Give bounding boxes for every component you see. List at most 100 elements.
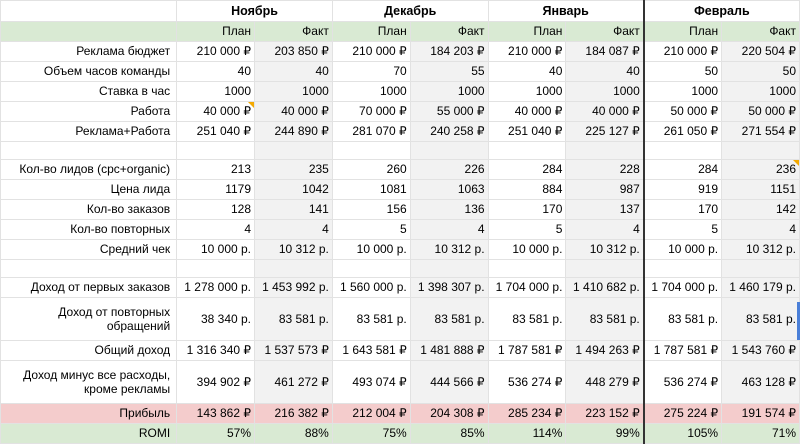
value-cell[interactable]: 1 787 581 ₽ [642, 340, 723, 361]
value-cell[interactable]: 4 [254, 219, 333, 240]
row-label-cell[interactable]: Кол-во лидов (cpc+organic) [0, 159, 178, 180]
value-cell[interactable]: 244 890 ₽ [254, 121, 333, 142]
value-cell[interactable] [409, 141, 489, 160]
value-cell[interactable]: 493 074 ₽ [331, 360, 411, 404]
value-cell[interactable]: 40 [487, 61, 567, 82]
value-cell[interactable]: 394 902 ₽ [176, 360, 256, 404]
value-cell[interactable]: 184 203 ₽ [409, 41, 489, 62]
subheader-cell[interactable]: План [642, 21, 723, 42]
value-cell[interactable]: 156 [331, 199, 411, 220]
value-cell[interactable]: 10 312 р. [254, 239, 333, 260]
value-cell[interactable]: 75% [331, 423, 411, 444]
value-cell[interactable]: 220 504 ₽ [721, 41, 800, 62]
value-cell[interactable]: 71% [721, 423, 800, 444]
value-cell[interactable]: 10 000 р. [642, 239, 723, 260]
value-cell[interactable]: 223 152 ₽ [565, 403, 645, 424]
value-cell[interactable]: 70 000 ₽ [331, 101, 411, 122]
value-cell[interactable]: 236 [721, 159, 800, 180]
value-cell[interactable]: 444 566 ₽ [409, 360, 489, 404]
value-cell[interactable]: 1 643 581 ₽ [331, 340, 411, 361]
value-cell[interactable]: 40 [254, 61, 333, 82]
row-label-cell[interactable] [0, 141, 178, 160]
value-cell[interactable]: 1 543 760 ₽ [721, 340, 800, 361]
value-cell[interactable]: 461 272 ₽ [254, 360, 333, 404]
value-cell[interactable]: 83 581 р. [642, 297, 723, 341]
value-cell[interactable]: 1 398 307 р. [409, 277, 489, 298]
value-cell[interactable]: 212 004 ₽ [331, 403, 411, 424]
value-cell[interactable]: 83 581 р. [409, 297, 489, 341]
value-cell[interactable]: 38 340 р. [176, 297, 256, 341]
value-cell[interactable]: 50 [721, 61, 800, 82]
row-label-cell[interactable]: Цена лида [0, 179, 178, 200]
value-cell[interactable]: 1151 [721, 179, 800, 200]
value-cell[interactable]: 70 [331, 61, 411, 82]
value-cell[interactable]: 184 087 ₽ [565, 41, 645, 62]
value-cell[interactable]: 136 [409, 199, 489, 220]
value-cell[interactable]: 216 382 ₽ [254, 403, 333, 424]
value-cell[interactable]: 170 [487, 199, 567, 220]
value-cell[interactable] [254, 259, 333, 278]
value-cell[interactable]: 884 [487, 179, 567, 200]
value-cell[interactable]: 210 000 ₽ [642, 41, 723, 62]
value-cell[interactable]: 226 [409, 159, 489, 180]
value-cell[interactable]: 1 704 000 р. [487, 277, 567, 298]
value-cell[interactable]: 1 453 992 р. [254, 277, 333, 298]
corner-cell[interactable] [0, 0, 178, 22]
value-cell[interactable]: 143 862 ₽ [176, 403, 256, 424]
subheader-cell[interactable]: Факт [254, 21, 333, 42]
value-cell[interactable]: 1179 [176, 179, 256, 200]
value-cell[interactable] [565, 259, 645, 278]
value-cell[interactable] [565, 141, 645, 160]
value-cell[interactable]: 919 [642, 179, 723, 200]
value-cell[interactable]: 1081 [331, 179, 411, 200]
value-cell[interactable]: 40 000 ₽ [254, 101, 333, 122]
value-cell[interactable]: 4 [721, 219, 800, 240]
value-cell[interactable]: 210 000 ₽ [487, 41, 567, 62]
value-cell[interactable]: 88% [254, 423, 333, 444]
month-header-cell[interactable]: Февраль [642, 0, 800, 22]
value-cell[interactable]: 1 537 573 ₽ [254, 340, 333, 361]
value-cell[interactable]: 191 574 ₽ [721, 403, 800, 424]
row-label-cell[interactable]: Кол-во повторных [0, 219, 178, 240]
value-cell[interactable]: 225 127 ₽ [565, 121, 645, 142]
value-cell[interactable]: 235 [254, 159, 333, 180]
value-cell[interactable]: 213 [176, 159, 256, 180]
subheader-cell[interactable]: План [487, 21, 567, 42]
value-cell[interactable]: 50 000 ₽ [642, 101, 723, 122]
value-cell[interactable]: 83 581 р. [254, 297, 333, 341]
value-cell[interactable]: 10 312 р. [409, 239, 489, 260]
row-label-cell[interactable]: Реклама+Работа [0, 121, 178, 142]
value-cell[interactable]: 5 [487, 219, 567, 240]
row-label-cell[interactable]: Ставка в час [0, 81, 178, 102]
month-header-cell[interactable]: Январь [487, 0, 645, 22]
value-cell[interactable]: 40 [176, 61, 256, 82]
value-cell[interactable]: 128 [176, 199, 256, 220]
value-cell[interactable]: 83 581 р. [331, 297, 411, 341]
value-cell[interactable]: 987 [565, 179, 645, 200]
value-cell[interactable]: 261 050 ₽ [642, 121, 723, 142]
value-cell[interactable]: 5 [331, 219, 411, 240]
value-cell[interactable]: 1 410 682 р. [565, 277, 645, 298]
value-cell[interactable]: 137 [565, 199, 645, 220]
value-cell[interactable] [176, 141, 256, 160]
value-cell[interactable]: 1000 [409, 81, 489, 102]
value-cell[interactable]: 271 554 ₽ [721, 121, 800, 142]
value-cell[interactable]: 83 581 р. [721, 297, 800, 341]
value-cell[interactable]: 10 312 р. [721, 239, 800, 260]
value-cell[interactable] [642, 141, 723, 160]
subheader-cell[interactable]: Факт [409, 21, 489, 42]
value-cell[interactable]: 203 850 ₽ [254, 41, 333, 62]
value-cell[interactable]: 55 [409, 61, 489, 82]
value-cell[interactable]: 170 [642, 199, 723, 220]
value-cell[interactable] [254, 141, 333, 160]
value-cell[interactable]: 1 787 581 ₽ [487, 340, 567, 361]
value-cell[interactable]: 10 000 р. [176, 239, 256, 260]
value-cell[interactable] [721, 141, 800, 160]
row-label-cell[interactable]: Кол-во заказов [0, 199, 178, 220]
value-cell[interactable]: 105% [642, 423, 723, 444]
value-cell[interactable]: 4 [409, 219, 489, 240]
value-cell[interactable]: 40 000 ₽ [176, 101, 256, 122]
value-cell[interactable]: 55 000 ₽ [409, 101, 489, 122]
value-cell[interactable]: 1 494 263 ₽ [565, 340, 645, 361]
value-cell[interactable]: 50 000 ₽ [721, 101, 800, 122]
